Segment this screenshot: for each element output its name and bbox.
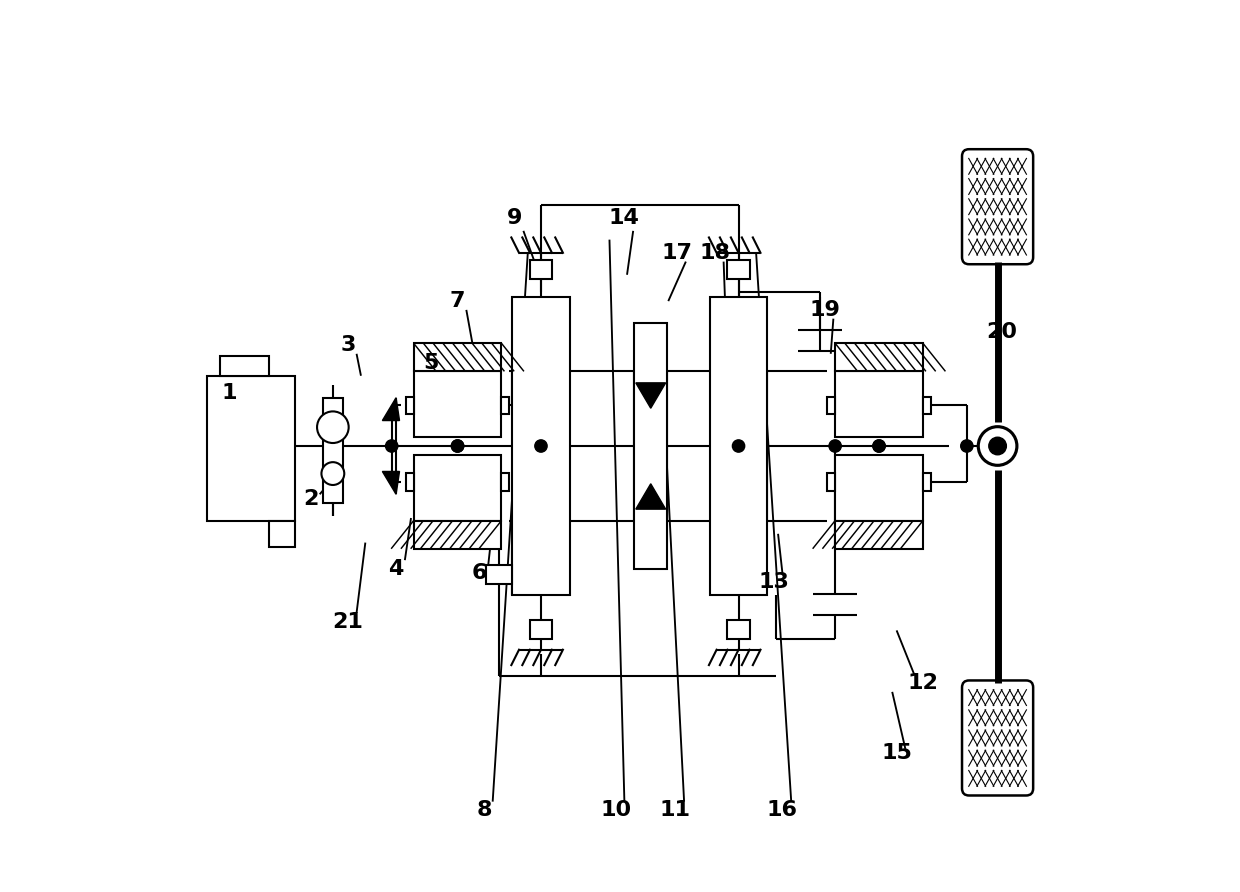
Text: 11: 11 bbox=[660, 800, 691, 821]
Bar bbox=[827, 397, 835, 414]
Bar bbox=[221, 357, 269, 376]
Text: 4: 4 bbox=[388, 559, 404, 579]
Polygon shape bbox=[636, 483, 666, 509]
Bar bbox=[486, 565, 512, 584]
Text: 16: 16 bbox=[768, 800, 799, 821]
Circle shape bbox=[451, 440, 464, 452]
Text: 8: 8 bbox=[476, 800, 491, 821]
Bar bbox=[501, 474, 510, 491]
Bar bbox=[835, 521, 923, 549]
Text: 1: 1 bbox=[222, 384, 237, 403]
Bar bbox=[827, 474, 835, 491]
Circle shape bbox=[873, 440, 885, 452]
Circle shape bbox=[451, 440, 464, 452]
Text: 14: 14 bbox=[609, 208, 640, 227]
Bar bbox=[405, 397, 414, 414]
Text: 19: 19 bbox=[810, 300, 839, 320]
Text: 18: 18 bbox=[699, 243, 730, 263]
Bar bbox=[324, 398, 342, 503]
Text: 13: 13 bbox=[758, 572, 789, 592]
Bar bbox=[835, 371, 923, 437]
Text: 15: 15 bbox=[882, 743, 913, 764]
Text: 17: 17 bbox=[662, 243, 693, 263]
Bar bbox=[923, 397, 931, 414]
Polygon shape bbox=[382, 472, 399, 494]
Text: 3: 3 bbox=[340, 335, 356, 355]
Polygon shape bbox=[636, 383, 666, 409]
Bar bbox=[835, 455, 923, 521]
Bar bbox=[405, 474, 414, 491]
Text: 2: 2 bbox=[304, 489, 319, 508]
Text: 21: 21 bbox=[332, 612, 363, 632]
Bar bbox=[501, 397, 510, 414]
Bar bbox=[414, 521, 501, 549]
Circle shape bbox=[317, 411, 348, 443]
Polygon shape bbox=[382, 398, 399, 420]
Bar bbox=[529, 260, 552, 279]
Circle shape bbox=[873, 440, 885, 452]
Text: 5: 5 bbox=[424, 352, 439, 373]
Circle shape bbox=[534, 440, 547, 452]
Bar bbox=[207, 376, 295, 521]
Text: 10: 10 bbox=[600, 800, 631, 821]
Bar bbox=[727, 260, 750, 279]
Circle shape bbox=[978, 426, 1017, 466]
Circle shape bbox=[386, 440, 398, 452]
Text: 7: 7 bbox=[450, 291, 465, 311]
Bar bbox=[835, 343, 923, 371]
Bar bbox=[269, 521, 295, 547]
Circle shape bbox=[321, 462, 345, 485]
Text: 12: 12 bbox=[908, 673, 939, 693]
Text: 20: 20 bbox=[987, 322, 1018, 342]
Bar bbox=[923, 474, 931, 491]
Bar bbox=[634, 323, 667, 569]
Bar bbox=[414, 455, 501, 521]
Bar bbox=[512, 297, 569, 595]
Bar bbox=[529, 620, 552, 640]
Bar bbox=[414, 371, 501, 437]
Circle shape bbox=[961, 440, 973, 452]
Circle shape bbox=[988, 437, 1007, 455]
Bar bbox=[727, 620, 750, 640]
Bar bbox=[414, 343, 501, 371]
Circle shape bbox=[830, 440, 841, 452]
Circle shape bbox=[733, 440, 745, 452]
Bar bbox=[711, 297, 768, 595]
Text: 6: 6 bbox=[471, 564, 487, 583]
Text: 9: 9 bbox=[507, 208, 522, 227]
